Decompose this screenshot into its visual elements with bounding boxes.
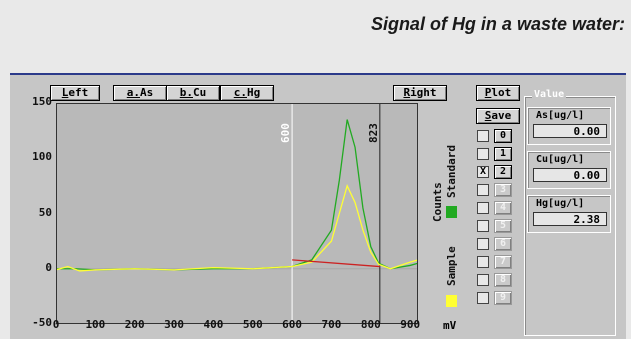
value-cu-field: 0.00 <box>533 168 607 182</box>
value-box-as: As[ug/l] 0.00 <box>527 107 611 145</box>
chart-frame <box>56 103 418 324</box>
x-tick-label: 700 <box>321 318 342 331</box>
signal-chart: 600 823 <box>56 103 418 324</box>
plot-button[interactable]: Plot <box>476 85 520 101</box>
slot-checkbox-3[interactable] <box>477 184 489 196</box>
x-tick-label: 900 <box>400 318 421 331</box>
marker-label-600: 600 <box>279 123 292 143</box>
element-cu-button[interactable]: b.Cu <box>166 85 220 101</box>
slot-checkbox-6[interactable] <box>477 238 489 250</box>
slot-checkbox-9[interactable] <box>477 292 489 304</box>
sample-label: Sample <box>445 246 458 286</box>
slot-checkbox-7[interactable] <box>477 256 489 268</box>
slot-checkbox-4[interactable] <box>477 202 489 214</box>
slot-checkbox-5[interactable] <box>477 220 489 232</box>
x-tick-label: 600 <box>282 318 303 331</box>
value-label: Hg[ug/l] <box>536 198 585 209</box>
standard-color-swatch <box>446 206 457 218</box>
slot-checkbox-1[interactable] <box>477 148 489 160</box>
slot-button-9[interactable]: 9 <box>494 291 512 305</box>
y-tick-label: 150 <box>32 95 52 108</box>
slot-button-3[interactable]: 3 <box>494 183 512 197</box>
values-title: Value <box>532 89 567 100</box>
slot-button-6[interactable]: 6 <box>494 237 512 251</box>
value-label: Cu[ug/l] <box>536 154 585 165</box>
unit-label: mV <box>443 319 457 332</box>
standard-label: Standard <box>445 145 458 198</box>
value-box-hg: Hg[ug/l] 2.38 <box>527 195 611 233</box>
value-label: As[ug/l] <box>536 110 585 121</box>
slot-button-2[interactable]: 2 <box>494 165 512 179</box>
save-button[interactable]: Save <box>476 108 520 124</box>
x-tick-label: 800 <box>360 318 381 331</box>
series-line-1 <box>56 184 418 272</box>
y-tick-label: 50 <box>38 205 52 219</box>
slot-button-5[interactable]: 5 <box>494 219 512 233</box>
slot-checkbox-0[interactable] <box>477 130 489 142</box>
x-tick-label: 500 <box>242 318 263 331</box>
sample-color-swatch <box>446 295 457 307</box>
value-hg-field: 2.38 <box>533 212 607 226</box>
element-hg-button[interactable]: c.Hg <box>220 85 274 101</box>
x-tick-label: 200 <box>124 318 145 331</box>
x-tick-label: 300 <box>164 318 185 331</box>
slot-button-1[interactable]: 1 <box>494 147 512 161</box>
values-group <box>524 96 616 336</box>
right-button[interactable]: Right <box>393 85 447 101</box>
slot-checkbox-8[interactable] <box>477 274 489 286</box>
value-as-field: 0.00 <box>533 124 607 138</box>
y-tick-label: -50 <box>32 316 52 329</box>
y-tick-label: 0 <box>45 260 52 274</box>
counts-label: Counts <box>431 182 444 222</box>
y-tick-label: 100 <box>32 150 52 164</box>
caption: Signal of Hg in a waste water: <box>370 14 625 34</box>
slot-button-0[interactable]: 0 <box>494 129 512 143</box>
x-tick-label: 0 <box>52 318 60 331</box>
slot-button-8[interactable]: 8 <box>494 273 512 287</box>
x-tick-label: 400 <box>203 318 224 331</box>
x-tick-label: 100 <box>85 318 106 331</box>
left-button[interactable]: Left <box>50 85 100 101</box>
marker-label-823: 823 <box>367 123 380 143</box>
element-as-button[interactable]: a.As <box>113 85 167 101</box>
slot-button-7[interactable]: 7 <box>494 255 512 269</box>
slot-button-4[interactable]: 4 <box>494 201 512 215</box>
slot-checkbox-2[interactable]: X <box>477 166 489 178</box>
value-box-cu: Cu[ug/l] 0.00 <box>527 151 611 189</box>
series-line-2 <box>292 259 380 268</box>
